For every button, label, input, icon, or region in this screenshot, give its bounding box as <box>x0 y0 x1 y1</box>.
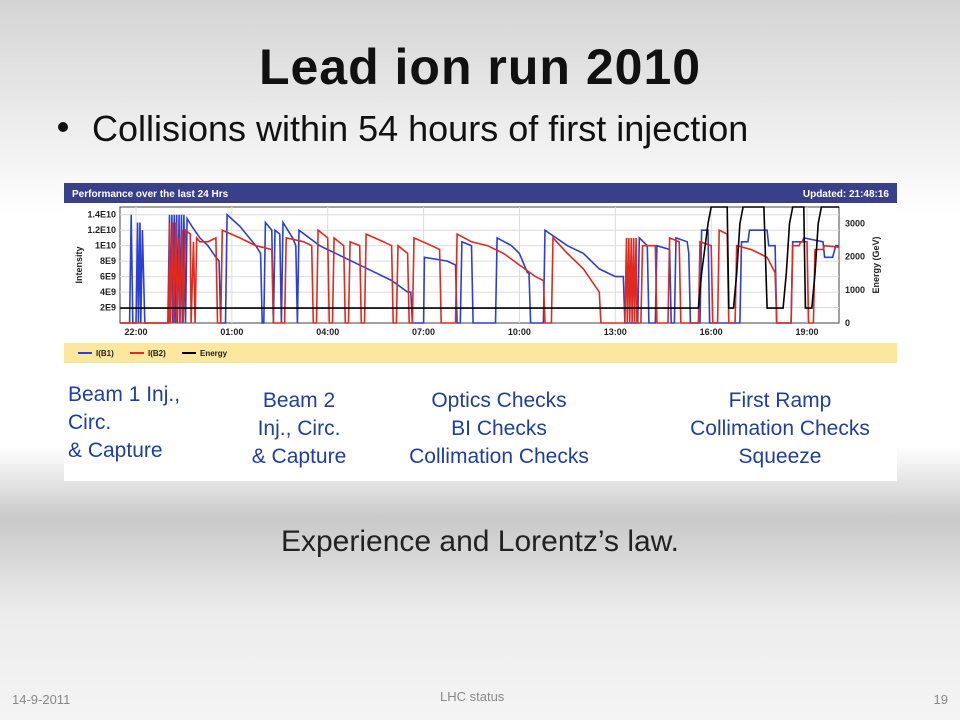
y-tick-label: 1E10 <box>95 241 116 251</box>
x-tick-label: 01:00 <box>220 327 243 337</box>
chart-svg: Performance over the last 24 Hrs Updated… <box>64 183 897 363</box>
tick-labels: 1.4E10 1.2E10 1E10 8E9 6E9 4E9 2E9 3000 2000 1000… <box>87 210 865 337</box>
legend-label: Energy <box>200 349 228 358</box>
y2-tick-label: 2000 <box>845 252 865 262</box>
y2-tick-label: 3000 <box>845 219 865 229</box>
chart-header-bar <box>64 183 897 203</box>
x-tick-label: 13:00 <box>604 327 627 337</box>
series-layer <box>120 206 840 324</box>
plot-area <box>119 206 840 324</box>
x-tick-label: 16:00 <box>700 327 723 337</box>
slide-subtitle: Experience and Lorentz’s law. <box>280 525 680 558</box>
x-tick-label: 07:00 <box>412 327 435 337</box>
y-tick-label: 2E9 <box>100 303 116 313</box>
phase-annotation-optics: Optics Checks BI Checks Collimation Chec… <box>409 389 589 468</box>
bullet-text: Collisions within 54 hours of first inje… <box>92 108 749 149</box>
y-tick-label: 1.2E10 <box>87 225 116 235</box>
page-number: 19 <box>933 692 948 707</box>
phase-annotation-beam2: Beam 2 Inj., Circ. & Capture <box>251 389 347 468</box>
footer-center: LHC status <box>440 689 505 704</box>
legend: I(B1) I(B2) Energy <box>78 349 228 358</box>
x-tick-label: 10:00 <box>508 327 531 337</box>
slide-title: Lead ion run 2010 <box>258 39 702 95</box>
y-tick-label: 4E9 <box>100 287 116 297</box>
chart-figure: Performance over the last 24 Hrs Updated… <box>64 183 897 481</box>
bullet-icon <box>58 122 68 133</box>
bullet-item: Collisions within 54 hours of first inje… <box>58 108 748 150</box>
y-tick-label: 8E9 <box>100 256 116 266</box>
chart-title: Performance over the last 24 Hrs <box>72 189 229 200</box>
y2-axis-label: Energy (GeV) <box>871 236 881 293</box>
y-axis-label: Intensity <box>74 246 84 283</box>
x-tick-label: 19:00 <box>796 327 819 337</box>
phase-annotation-beam1: Beam 1 Inj., Circ. & Capture <box>68 383 181 462</box>
legend-label: I(B2) <box>148 349 166 358</box>
y2-tick-label: 0 <box>845 318 850 328</box>
series-line-i-b2- <box>120 222 840 324</box>
y-tick-label: 6E9 <box>100 272 116 282</box>
x-tick-label: 22:00 <box>124 327 147 337</box>
chart-updated: Updated: 21:48:16 <box>803 189 890 200</box>
y2-tick-label: 1000 <box>845 285 865 295</box>
x-tick-label: 04:00 <box>316 327 339 337</box>
legend-bar <box>64 343 897 363</box>
y-tick-label: 1.4E10 <box>87 210 116 220</box>
series-line-energy <box>120 206 839 309</box>
footer-date: 14-9-2011 <box>12 692 71 707</box>
legend-label: I(B1) <box>96 349 114 358</box>
phase-annotation-ramp: First Ramp Collimation Checks Squeeze <box>690 389 870 468</box>
